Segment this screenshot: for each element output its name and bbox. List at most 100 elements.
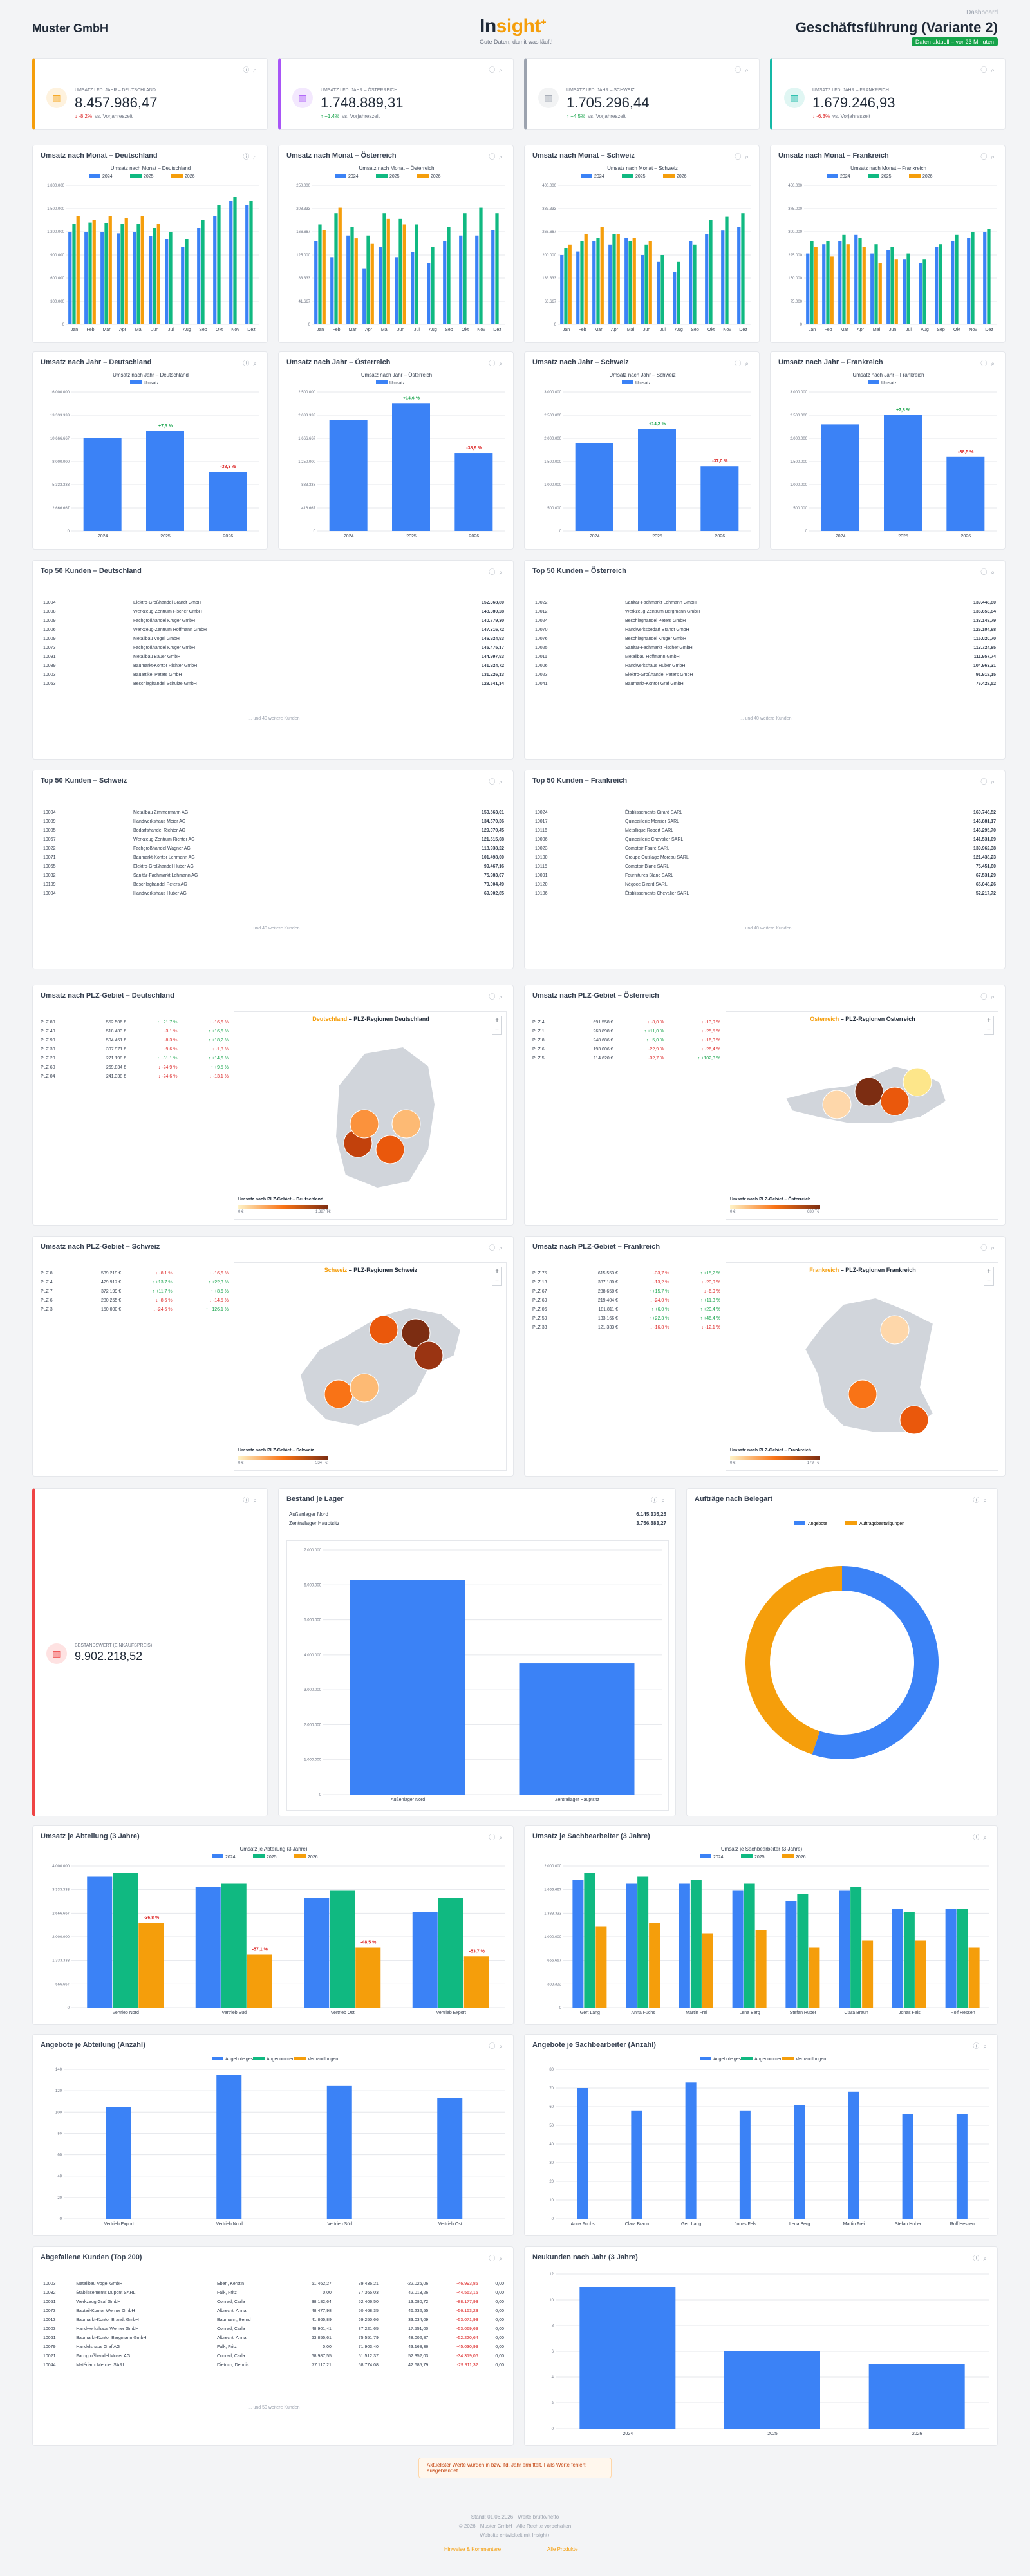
zoom-icon[interactable]: ⌕ — [499, 154, 507, 161]
bar[interactable] — [120, 224, 124, 324]
info-icon[interactable]: ⓘ — [973, 1497, 984, 1504]
donut-slice[interactable] — [812, 1566, 939, 1759]
more-link[interactable]: … und 40 weitere Kunden — [247, 716, 300, 721]
info-icon[interactable]: ⓘ — [243, 360, 254, 368]
table-row[interactable]: 10076 Beschlaghandel Krüger GmbH 115.020,7… — [532, 634, 998, 643]
bar[interactable] — [564, 248, 568, 324]
bar[interactable] — [744, 1883, 755, 2008]
bar[interactable] — [967, 238, 971, 324]
table-row[interactable]: PLZ 4 691.558 € ↓ -8,0 % ↓ -13,9 % — [530, 1018, 723, 1027]
bar[interactable] — [464, 1956, 489, 2008]
bar[interactable] — [149, 236, 153, 324]
info-icon[interactable]: ⓘ — [980, 360, 991, 368]
table-row[interactable]: 10106 Établissements Chevalier SARL 52.217… — [532, 889, 998, 898]
bar[interactable] — [197, 228, 201, 324]
info-icon[interactable]: ⓘ — [489, 779, 500, 786]
bar[interactable] — [247, 1954, 272, 2008]
bar[interactable] — [737, 227, 741, 324]
bar[interactable] — [785, 1901, 797, 2008]
bar[interactable] — [584, 234, 588, 324]
bar[interactable] — [890, 247, 894, 324]
table-row[interactable]: 10032 Établissements Dupont SARL Falk, Fri… — [41, 2288, 507, 2297]
more-link[interactable]: … und 50 weitere Kunden — [247, 2405, 300, 2410]
table-row[interactable]: 10065 Elektro-Großhandel Huber AG 99.467,1… — [41, 862, 507, 871]
table-row[interactable]: 10003 Handwerkshaus Werner GmbH Conrad, Ca… — [41, 2324, 507, 2333]
info-icon[interactable]: ⓘ — [980, 67, 991, 74]
bar[interactable] — [810, 241, 814, 324]
bar[interactable] — [903, 259, 906, 324]
bar[interactable] — [906, 253, 910, 324]
bar[interactable] — [314, 241, 318, 324]
bar[interactable] — [806, 253, 810, 324]
bar[interactable] — [922, 259, 926, 324]
table-row[interactable]: 10073 Bauteil-Kontor Werner GmbH Albrecht,… — [41, 2306, 507, 2315]
zoom-icon[interactable]: ⌕ — [499, 569, 507, 576]
table-row[interactable]: 10041 Baumarkt-Kontor Graf GmbH 76.428,52 — [532, 679, 998, 688]
table-row[interactable]: 10089 Baumarkt-Kontor Richter GmbH 141.924… — [41, 661, 507, 670]
bar[interactable] — [350, 227, 354, 324]
table-row[interactable]: PLZ 40 518.483 € ↓ -3,1 % ↑ +16,6 % — [38, 1027, 231, 1036]
table-row[interactable]: 10067 Werkzeug-Zentrum Richter AG 121.515,… — [41, 835, 507, 844]
zoom-icon[interactable]: ⌕ — [983, 1497, 991, 1504]
bar[interactable] — [165, 239, 169, 324]
bar[interactable] — [884, 415, 922, 531]
zoom-control[interactable]: + − — [984, 1267, 994, 1286]
info-icon[interactable]: ⓘ — [980, 569, 991, 576]
bar[interactable] — [87, 1876, 113, 2008]
bar[interactable] — [560, 255, 564, 324]
table-row[interactable]: PLZ 8 539.219 € ↓ -8,1 % ↓ -16,6 % — [38, 1269, 231, 1278]
bar[interactable] — [732, 1890, 744, 2008]
table-row[interactable]: 10120 Négoce Girard SARL 65.048,26 — [532, 880, 998, 889]
zoom-icon[interactable]: ⌕ — [983, 2043, 991, 2050]
table-row[interactable]: PLZ 8 248.686 € ↑ +5,0 % ↓ -16,0 % — [530, 1036, 723, 1045]
bar[interactable] — [138, 1923, 164, 2008]
info-icon[interactable]: ⓘ — [489, 67, 500, 74]
bar[interactable] — [939, 244, 942, 324]
bar[interactable] — [700, 466, 739, 531]
bar[interactable] — [84, 232, 88, 324]
table-row[interactable]: 10024 Établissements Girard SARL 160.746,5… — [532, 808, 998, 817]
map-panel[interactable]: Deutschland – PLZ-Regionen Deutschland + −… — [234, 1011, 507, 1220]
bar[interactable] — [572, 1880, 584, 2008]
bar[interactable] — [519, 1663, 635, 1795]
bar[interactable] — [370, 243, 374, 324]
region-shape[interactable] — [854, 1077, 884, 1106]
table-row[interactable]: 10024 Beschlaghandel Peters GmbH 133.148,7… — [532, 616, 998, 625]
table-row[interactable]: 10017 Quincaillerie Mercier SARL 146.881,1… — [532, 817, 998, 826]
zoom-out-icon[interactable]: − — [987, 1277, 991, 1284]
zoom-icon[interactable]: ⌕ — [991, 779, 998, 786]
bar[interactable] — [797, 1894, 809, 2008]
bar[interactable] — [649, 1923, 660, 2008]
table-row[interactable]: PLZ 1 263.898 € ↑ +11,0 % ↓ -25,5 % — [530, 1027, 723, 1036]
bar[interactable] — [848, 2091, 859, 2219]
bar[interactable] — [850, 1887, 862, 2008]
table-row[interactable]: 10004 Handwerkshaus Huber AG 69.902,85 — [41, 889, 507, 898]
bar[interactable] — [838, 241, 842, 324]
bar[interactable] — [693, 244, 697, 324]
bar[interactable] — [415, 224, 418, 324]
insight-logo[interactable]: Insight+ — [480, 15, 547, 37]
zoom-icon[interactable]: ⌕ — [253, 1497, 261, 1504]
bar[interactable] — [595, 1926, 607, 2008]
bar[interactable] — [677, 261, 680, 324]
table-row[interactable]: 10022 Fachgroßhandel Wagner AG 118.938,22 — [41, 844, 507, 853]
bar[interactable] — [616, 234, 620, 324]
bar[interactable] — [903, 1912, 915, 2008]
bar[interactable] — [584, 1873, 595, 2008]
zoom-in-icon[interactable]: + — [495, 1268, 499, 1275]
table-row[interactable]: 10004 Metallbau Zimmermann AG 150.563,01 — [41, 808, 507, 817]
bar[interactable] — [326, 2085, 352, 2219]
region-shape[interactable] — [391, 1109, 421, 1139]
bar[interactable] — [495, 213, 499, 324]
table-row[interactable]: PLZ 80 552.506 € ↑ +21,7 % ↓ -16,6 % — [38, 1018, 231, 1027]
bar[interactable] — [153, 228, 156, 324]
zoom-icon[interactable]: ⌕ — [499, 67, 507, 74]
zoom-icon[interactable]: ⌕ — [499, 1834, 507, 1842]
bar[interactable] — [386, 218, 390, 324]
bar[interactable] — [858, 238, 862, 324]
bar[interactable] — [379, 247, 382, 324]
bar[interactable] — [839, 1890, 850, 2008]
zoom-control[interactable]: + − — [492, 1267, 502, 1286]
table-row[interactable]: 10008 Werkzeug-Zentrum Fischer GmbH 148.08… — [41, 607, 507, 616]
zoom-icon[interactable]: ⌕ — [253, 360, 261, 368]
